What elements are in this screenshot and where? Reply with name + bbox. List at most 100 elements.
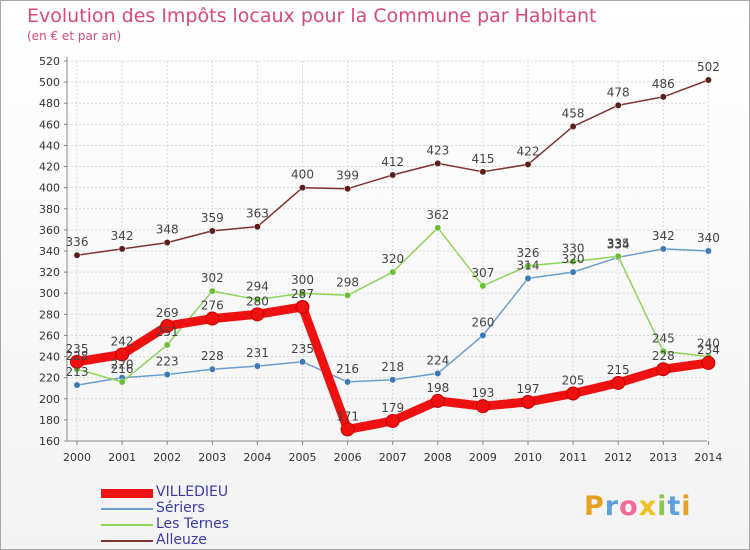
data-label-les-ternes: 245 <box>652 331 675 345</box>
series-point-les-ternes <box>253 296 261 304</box>
logo-letter: P <box>584 491 605 522</box>
data-label-les-ternes: 362 <box>426 208 449 222</box>
series-point-villedieu <box>205 311 220 326</box>
chart-title: Evolution des Impôts locaux pour la Comm… <box>27 5 597 27</box>
series-point-seriers <box>73 381 81 389</box>
data-label-villedieu: 280 <box>246 294 269 308</box>
data-label-villedieu: 198 <box>426 381 449 395</box>
data-label-alleuze: 502 <box>697 60 720 74</box>
y-tick-label: 480 <box>39 97 60 110</box>
series-point-alleuze <box>479 168 487 176</box>
series-point-villedieu <box>656 362 671 377</box>
y-tick-label: 200 <box>39 393 60 406</box>
series-point-villedieu <box>115 347 130 362</box>
data-label-les-ternes: 294 <box>246 280 269 294</box>
chart-legend: VILLEDIEU Sériers Les Ternes Alleuze <box>101 484 321 549</box>
legend-item-seriers: Sériers <box>101 500 321 517</box>
y-tick-label: 400 <box>39 182 60 195</box>
legend-swatch-seriers <box>101 508 153 510</box>
x-tick-label: 2002 <box>153 451 181 464</box>
x-tick-label: 2010 <box>514 451 542 464</box>
data-label-seriers: 334 <box>607 237 630 251</box>
data-label-les-ternes: 228 <box>66 349 89 363</box>
data-label-villedieu: 287 <box>291 287 314 301</box>
y-tick-label: 340 <box>39 245 60 258</box>
series-point-alleuze <box>118 245 126 253</box>
series-point-les-ternes <box>299 289 306 297</box>
data-label-les-ternes: 307 <box>471 266 494 280</box>
legend-label-les-ternes: Les Ternes <box>156 516 229 532</box>
data-label-alleuze: 348 <box>156 223 179 237</box>
y-tick-label: 460 <box>39 118 60 131</box>
series-point-alleuze <box>344 185 352 193</box>
data-label-seriers: 224 <box>426 353 449 367</box>
y-tick-label: 420 <box>39 161 60 174</box>
logo-letter: t <box>667 491 682 522</box>
y-tick-label: 260 <box>39 329 60 342</box>
data-label-villedieu: 205 <box>562 374 585 388</box>
data-label-villedieu: 269 <box>156 306 179 320</box>
series-point-alleuze <box>704 76 712 84</box>
data-label-alleuze: 422 <box>517 144 540 158</box>
series-point-villedieu <box>430 393 445 408</box>
series-point-alleuze <box>614 101 622 109</box>
series-point-seriers <box>389 376 397 384</box>
series-point-villedieu <box>70 354 84 369</box>
series-point-les-ternes <box>524 262 532 270</box>
y-tick-label: 320 <box>39 266 60 279</box>
series-point-alleuze <box>389 171 397 179</box>
data-label-les-ternes: 335 <box>607 236 630 250</box>
y-tick-label: 440 <box>39 139 60 152</box>
data-label-seriers: 223 <box>156 355 179 369</box>
data-label-seriers: 218 <box>381 360 404 374</box>
data-label-alleuze: 363 <box>246 207 269 221</box>
data-label-seriers: 231 <box>246 346 269 360</box>
series-point-alleuze <box>299 184 306 192</box>
series-point-alleuze <box>434 159 442 167</box>
x-tick-label: 2014 <box>694 451 722 464</box>
series-point-seriers <box>524 274 532 282</box>
data-label-les-ternes: 326 <box>517 246 540 260</box>
series-point-les-ternes <box>389 268 397 276</box>
y-tick-label: 280 <box>39 308 60 321</box>
series-point-alleuze <box>163 239 171 247</box>
series-point-les-ternes <box>614 252 622 260</box>
data-label-seriers: 342 <box>652 229 675 243</box>
series-point-seriers <box>479 331 487 339</box>
series-point-alleuze <box>569 122 577 130</box>
y-tick-label: 520 <box>39 55 60 68</box>
logo-letter: o <box>619 491 639 522</box>
x-tick-label: 2007 <box>379 451 407 464</box>
data-label-villedieu: 215 <box>607 363 630 377</box>
series-point-les-ternes <box>434 224 442 232</box>
axis-layer: 160 180 200 220 240 260 280 300 320 340 360 380 400 4… <box>39 55 722 464</box>
legend-label-alleuze: Alleuze <box>156 532 207 548</box>
data-label-villedieu: 234 <box>697 343 720 357</box>
series-point-seriers <box>163 371 171 378</box>
data-label-alleuze: 423 <box>426 143 449 157</box>
data-label-alleuze: 400 <box>291 168 314 182</box>
logo-letter: x <box>638 491 658 522</box>
data-label-les-ternes: 300 <box>291 273 314 287</box>
series-point-les-ternes <box>344 291 352 299</box>
series-point-villedieu <box>250 307 265 322</box>
data-label-seriers: 260 <box>471 315 494 329</box>
series-point-alleuze <box>659 93 667 101</box>
series-point-villedieu <box>611 375 626 390</box>
series-point-seriers <box>208 365 216 373</box>
data-label-villedieu: 235 <box>66 342 89 356</box>
series-point-seriers <box>659 245 667 253</box>
series-point-les-ternes <box>208 287 216 295</box>
y-tick-label: 180 <box>39 414 60 427</box>
series-point-villedieu <box>160 318 175 333</box>
legend-label-seriers: Sériers <box>156 500 205 516</box>
x-tick-label: 2008 <box>424 451 452 464</box>
y-tick-label: 160 <box>39 435 60 448</box>
series-point-seriers <box>344 378 352 386</box>
data-label-alleuze: 336 <box>66 235 89 249</box>
series-point-les-ternes <box>163 341 171 349</box>
x-tick-label: 2012 <box>604 451 632 464</box>
legend-item-les-ternes: Les Ternes <box>101 516 321 533</box>
x-tick-label: 2001 <box>108 451 136 464</box>
